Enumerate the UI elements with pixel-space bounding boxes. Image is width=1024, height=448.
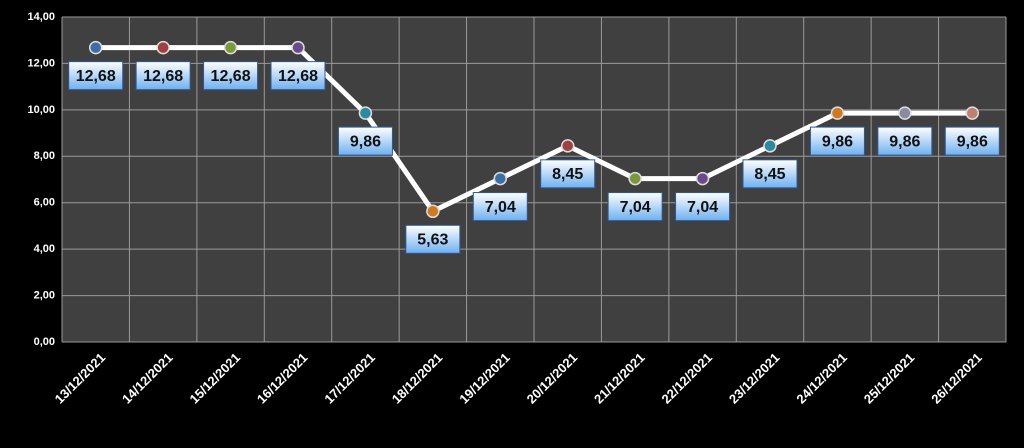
marker bbox=[493, 171, 508, 186]
value-label-box bbox=[135, 61, 191, 91]
value-label: 9,86 bbox=[822, 133, 853, 150]
marker bbox=[965, 106, 980, 120]
y-tick-label: 10,00 bbox=[27, 104, 55, 116]
value-label-box bbox=[809, 126, 865, 156]
value-label-box bbox=[607, 192, 663, 222]
y-tick-label: 0,00 bbox=[34, 336, 55, 348]
x-tick-label: 15/12/2021 bbox=[186, 350, 243, 407]
value-label-box bbox=[337, 126, 393, 156]
value-label-box bbox=[742, 159, 798, 189]
marker bbox=[426, 204, 440, 219]
x-tick-label: 17/12/2021 bbox=[321, 350, 378, 407]
x-tick-label: 24/12/2021 bbox=[793, 350, 850, 407]
x-tick-label: 23/12/2021 bbox=[726, 350, 783, 407]
x-tick-label: 25/12/2021 bbox=[861, 350, 918, 407]
x-tick-label: 14/12/2021 bbox=[119, 350, 176, 407]
value-label: 8,45 bbox=[552, 166, 583, 183]
y-tick-label: 4,00 bbox=[34, 243, 55, 255]
x-tick-label: 19/12/2021 bbox=[456, 350, 513, 407]
value-label: 5,63 bbox=[417, 232, 448, 249]
value-label-box bbox=[405, 224, 461, 254]
value-label: 9,86 bbox=[350, 133, 381, 150]
line bbox=[95, 45, 973, 214]
x-tick-label: 20/12/2021 bbox=[524, 350, 581, 407]
value-label: 12,68 bbox=[143, 68, 183, 85]
x-tick-label: 18/12/2021 bbox=[389, 350, 446, 407]
marker bbox=[156, 40, 170, 55]
value-label: 12,68 bbox=[76, 68, 116, 85]
marker bbox=[223, 40, 238, 55]
value-label-box bbox=[675, 192, 731, 222]
value-label-box bbox=[540, 159, 596, 189]
value-label-box bbox=[68, 61, 124, 91]
value-label: 9,86 bbox=[957, 133, 988, 150]
y-tick-label: 8,00 bbox=[34, 150, 55, 162]
value-label-box bbox=[203, 61, 259, 91]
y-tick-label: 14,00 bbox=[27, 11, 55, 23]
marker bbox=[628, 171, 642, 186]
marker bbox=[358, 106, 373, 120]
x-tick-label: 13/12/2021 bbox=[52, 350, 109, 407]
y-tick-label: 12,00 bbox=[27, 57, 55, 69]
value-label: 9,86 bbox=[889, 133, 920, 150]
y-tick-label: 6,00 bbox=[34, 197, 55, 209]
value-label: 8,45 bbox=[754, 166, 785, 183]
x-tick-label: 21/12/2021 bbox=[591, 350, 648, 407]
marker bbox=[898, 106, 912, 120]
value-label-box bbox=[270, 61, 326, 91]
value-label-box bbox=[944, 126, 1000, 156]
marker bbox=[695, 171, 710, 186]
x-tick-label: 26/12/2021 bbox=[928, 350, 985, 407]
value-label: 7,04 bbox=[687, 199, 718, 216]
value-label: 12,68 bbox=[211, 68, 251, 85]
marker bbox=[763, 139, 777, 153]
y-tick-label: 2,00 bbox=[34, 289, 55, 301]
value-label: 7,04 bbox=[620, 199, 651, 216]
marker bbox=[88, 40, 103, 55]
marker bbox=[291, 40, 305, 55]
value-label-box bbox=[472, 192, 528, 222]
marker bbox=[560, 139, 575, 153]
value-label-box bbox=[877, 126, 933, 156]
marker bbox=[830, 106, 845, 120]
x-tick-label: 16/12/2021 bbox=[254, 350, 311, 407]
value-label: 7,04 bbox=[485, 199, 516, 216]
value-label: 12,68 bbox=[278, 68, 318, 85]
x-tick-label: 22/12/2021 bbox=[658, 350, 715, 407]
